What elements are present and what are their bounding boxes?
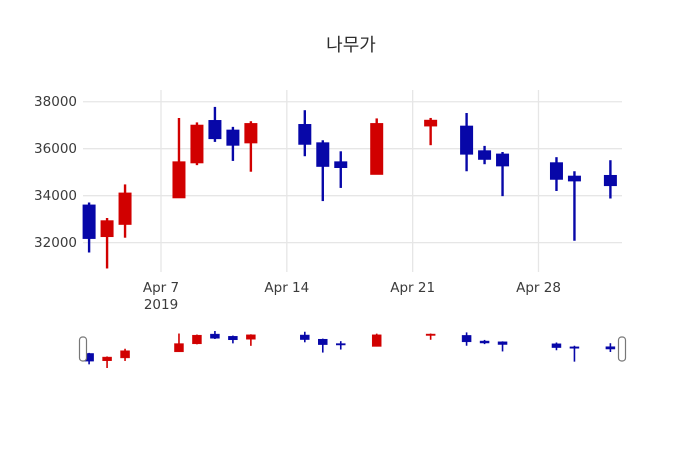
candle-body — [567, 175, 581, 182]
y-tick-32000: 32000 — [34, 235, 77, 251]
candle-2019-04-17[interactable] — [334, 151, 348, 188]
mini-candle-2019-04-15 — [300, 331, 310, 343]
y-tick-36000: 36000 — [34, 141, 77, 157]
rangeslider-mini-series — [84, 331, 616, 368]
candle-2019-05-02[interactable] — [603, 160, 617, 199]
mini-candle-body — [174, 343, 184, 353]
candle-body — [244, 123, 258, 144]
mini-candle-body — [120, 350, 130, 359]
mini-candle-2019-04-05 — [120, 348, 130, 361]
mini-candle-body — [425, 333, 436, 336]
mini-candle-body — [461, 335, 472, 343]
candle-body — [549, 162, 563, 180]
candle-2019-04-24[interactable] — [460, 113, 474, 172]
mini-candle-2019-04-17 — [336, 341, 346, 350]
mini-candle-2019-04-30 — [569, 345, 580, 362]
candle-2019-04-22[interactable] — [424, 117, 438, 146]
candle-2019-04-09[interactable] — [190, 122, 204, 166]
candle-body — [298, 124, 312, 145]
rangeslider-right-handle[interactable] — [617, 336, 627, 362]
candle-2019-04-08[interactable] — [172, 117, 186, 199]
mini-candle-2019-04-08 — [174, 333, 184, 353]
y-tick-38000: 38000 — [34, 94, 77, 110]
mini-candle-body — [300, 334, 310, 340]
mini-candle-body — [210, 333, 220, 339]
mini-candle-body — [605, 346, 616, 350]
x-tick-year-2019-04-07: 2019 — [144, 297, 178, 313]
candlestick-series — [82, 106, 617, 269]
candle-2019-04-16[interactable] — [316, 140, 330, 202]
mini-candle-2019-04-29 — [551, 342, 562, 351]
candle-2019-04-30[interactable] — [567, 171, 581, 241]
candle-2019-04-15[interactable] — [298, 110, 312, 157]
candle-body — [190, 124, 204, 164]
candle-2019-04-04[interactable] — [100, 217, 114, 269]
mini-candle-2019-04-24 — [461, 332, 472, 346]
mini-candle-body — [192, 334, 202, 345]
mini-candle-2019-04-16 — [318, 338, 328, 353]
chart-title: 나무가 — [326, 35, 376, 56]
candle-body — [208, 120, 222, 140]
rangeslider-track[interactable] — [83, 328, 622, 372]
mini-candle-body — [246, 334, 256, 340]
mini-candle-2019-04-11 — [228, 335, 238, 344]
mini-candle-2019-04-09 — [192, 334, 202, 345]
plot-area[interactable] — [83, 90, 622, 272]
candle-body — [334, 161, 348, 168]
candle-body — [316, 142, 330, 167]
mini-candle-2019-04-25 — [479, 339, 490, 345]
mini-candle-2019-04-22 — [425, 333, 436, 340]
mini-candle-2019-04-04 — [102, 356, 112, 368]
x-tick-2019-04-28: Apr 28 — [516, 280, 561, 296]
x-tick-2019-04-21: Apr 21 — [390, 280, 435, 296]
mini-candle-body — [102, 356, 112, 361]
mini-candle-body — [228, 336, 238, 341]
mini-candle-2019-04-12 — [246, 334, 256, 346]
candle-body — [172, 161, 186, 199]
candle-body — [424, 119, 438, 127]
y-axis-tick-labels: 32000 34000 36000 38000 — [34, 94, 77, 251]
candle-2019-04-12[interactable] — [244, 121, 258, 172]
mini-candle-2019-04-26 — [497, 341, 508, 352]
mini-candle-2019-04-10 — [210, 331, 220, 340]
x-tick-2019-04-07: Apr 7 — [143, 280, 179, 296]
x-tick-2019-04-14: Apr 14 — [264, 280, 309, 296]
candle-body — [118, 192, 132, 225]
candle-body — [478, 150, 492, 160]
rangeslider-left-handle[interactable] — [78, 336, 88, 362]
candle-body — [460, 125, 474, 155]
mini-candle-body — [318, 338, 328, 345]
mini-candle-body — [569, 346, 580, 349]
candle-2019-04-26[interactable] — [496, 151, 510, 197]
candle-body — [82, 204, 96, 239]
rangeslider-handles — [78, 336, 627, 362]
candle-body — [100, 220, 114, 238]
candle-2019-04-03[interactable] — [82, 202, 96, 253]
mini-candle-2019-04-19 — [371, 333, 382, 347]
candle-2019-04-11[interactable] — [226, 126, 240, 161]
mini-candle-body — [479, 340, 490, 344]
candle-2019-04-05[interactable] — [118, 184, 132, 238]
mini-candle-body — [497, 341, 508, 345]
candle-body — [496, 153, 510, 167]
y-tick-34000: 34000 — [34, 188, 77, 204]
candle-2019-04-29[interactable] — [549, 157, 563, 191]
candle-2019-04-10[interactable] — [208, 106, 222, 142]
candle-body — [370, 123, 384, 175]
candle-2019-04-19[interactable] — [370, 118, 384, 175]
candle-2019-04-25[interactable] — [478, 145, 492, 165]
mini-candle-body — [551, 343, 562, 348]
candle-body — [226, 129, 240, 146]
candle-body — [603, 174, 617, 187]
mini-candle-body — [371, 334, 382, 347]
mini-candle-body — [336, 343, 346, 346]
mini-candle-2019-05-02 — [605, 343, 616, 352]
